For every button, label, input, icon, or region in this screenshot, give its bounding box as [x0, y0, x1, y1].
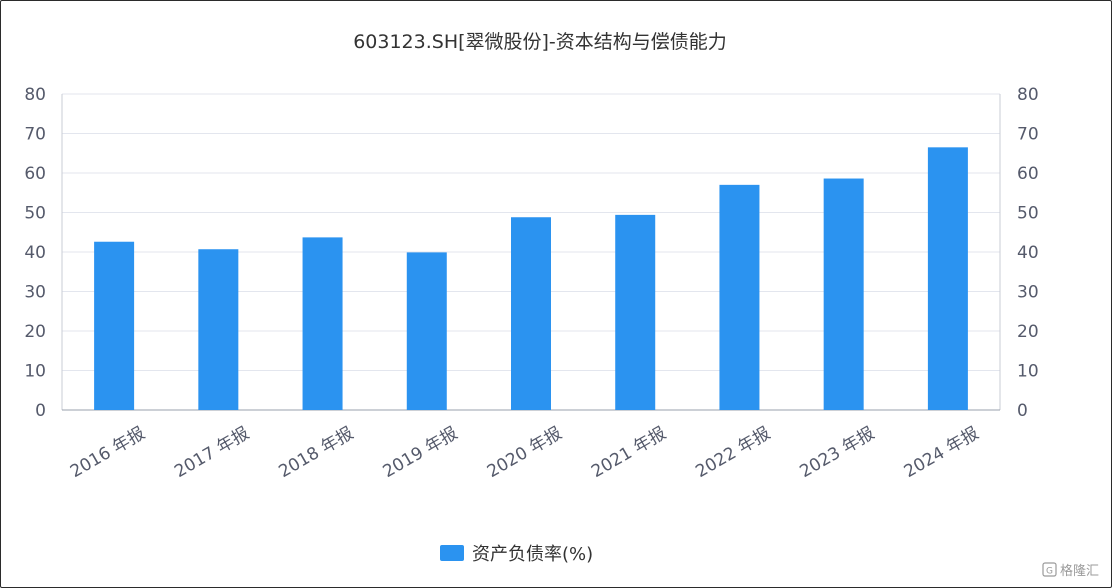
y-tick-label-left: 40	[24, 243, 46, 263]
y-tick-label-left: 80	[24, 85, 46, 105]
x-axis-categories: 2016 年报 2017 年报 2018 年报 2019 年报 2020 年报 2021 …	[67, 423, 982, 482]
y-tick-label-left: 20	[24, 322, 46, 342]
x-tick-label: 2023 年报	[797, 423, 879, 482]
x-tick-label: 2017 年报	[171, 423, 253, 482]
y-tick-label-right: 40	[1017, 243, 1039, 263]
y-tick-label-left: 50	[24, 204, 46, 224]
y-tick-label-right: 70	[1017, 125, 1039, 145]
y-tick-label-left: 70	[24, 125, 46, 145]
y-tick-label-right: 20	[1017, 322, 1039, 342]
bar[interactable]	[94, 241, 135, 410]
y-tick-label-left: 10	[24, 362, 46, 382]
watermark-text: 格隆汇	[1060, 563, 1099, 579]
y-tick-label-left: 30	[24, 283, 46, 303]
y-tick-label-right: 0	[1017, 401, 1028, 421]
x-tick-label: 2019 年报	[380, 423, 462, 482]
bar[interactable]	[823, 178, 864, 410]
legend[interactable]: 资产负债率(%)	[440, 544, 593, 565]
y-axis-left-ticks: 0 10 20 30 40 50 60 70 80	[24, 85, 46, 421]
bars	[94, 147, 968, 410]
bar[interactable]	[406, 252, 447, 410]
bar[interactable]	[198, 249, 239, 410]
legend-label: 资产负债率(%)	[472, 544, 593, 565]
watermark: G 格隆汇	[1042, 562, 1099, 579]
watermark-logo-icon	[1042, 562, 1057, 577]
y-tick-label-left: 60	[24, 164, 46, 184]
x-tick-label: 2021 年报	[588, 423, 670, 482]
y-tick-label-right: 60	[1017, 164, 1039, 184]
y-axis-right-ticks: 0 10 20 30 40 50 60 70 80	[1017, 85, 1039, 421]
bar[interactable]	[511, 217, 551, 410]
y-tick-label-right: 30	[1017, 283, 1039, 303]
bar[interactable]	[302, 237, 343, 410]
x-tick-label: 2024 年报	[901, 423, 983, 482]
bar[interactable]	[927, 147, 968, 410]
x-tick-label: 2022 年报	[692, 423, 774, 482]
y-tick-label-left: 0	[35, 401, 46, 421]
y-tick-label-right: 80	[1017, 85, 1039, 105]
bar[interactable]	[719, 184, 760, 410]
watermark-logo-glyph: G	[1046, 567, 1053, 577]
y-tick-label-right: 50	[1017, 204, 1039, 224]
legend-swatch	[440, 545, 464, 561]
bar[interactable]	[615, 214, 656, 410]
x-tick-label: 2016 年报	[67, 423, 149, 482]
chart-title: 603123.SH[翠微股份]-资本结构与偿债能力	[353, 31, 727, 53]
y-tick-label-right: 10	[1017, 362, 1039, 382]
x-tick-label: 2018 年报	[275, 423, 357, 482]
x-tick-label: 2020 年报	[484, 423, 566, 482]
